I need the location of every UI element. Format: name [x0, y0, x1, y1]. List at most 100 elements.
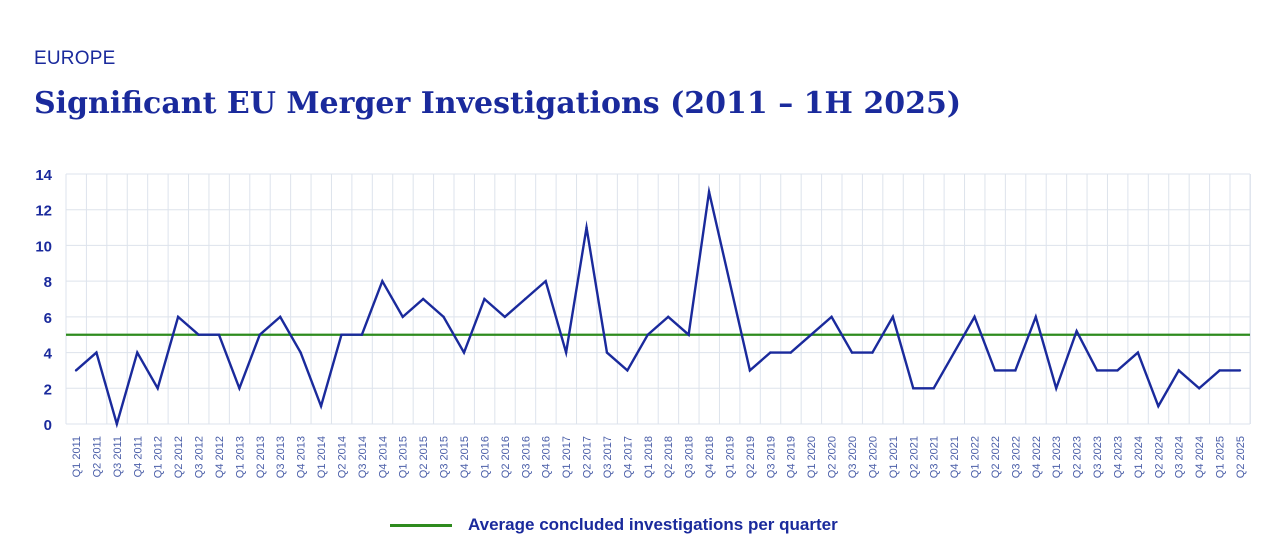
- data-point: [524, 297, 527, 301]
- x-tick-label: Q4 2020: [867, 436, 879, 478]
- x-tick-label: Q3 2020: [847, 436, 859, 478]
- x-tick-label: Q1 2018: [643, 436, 655, 478]
- data-point: [728, 279, 731, 283]
- data-point: [544, 279, 547, 283]
- data-point: [626, 369, 629, 372]
- x-tick-label: Q2 2022: [990, 436, 1002, 478]
- x-tick-label: Q2 2025: [1235, 436, 1247, 478]
- x-tick-label: Q1 2015: [398, 436, 410, 478]
- series-line: [75, 185, 1240, 429]
- data-point: [1116, 369, 1119, 372]
- x-tick-label: Q1 2016: [479, 436, 491, 478]
- data-point: [850, 351, 854, 354]
- x-tick-label: Q3 2013: [275, 436, 287, 478]
- x-tick-label: Q1 2021: [888, 436, 900, 478]
- x-tick-label: Q1 2014: [316, 436, 328, 478]
- data-point: [564, 351, 568, 354]
- x-tick-label: Q3 2014: [357, 436, 369, 478]
- data-point: [401, 315, 404, 319]
- x-tick-label: Q2 2013: [255, 436, 267, 478]
- data-point: [1055, 387, 1058, 390]
- x-tick-label: Q3 2011: [112, 436, 124, 477]
- x-tick-label: Q4 2011: [132, 436, 144, 477]
- x-tick-label: Q4 2022: [1031, 436, 1043, 478]
- data-point: [197, 333, 200, 336]
- data-point: [258, 333, 261, 336]
- y-tick-label: 8: [44, 274, 52, 291]
- x-tick-label: Q3 2022: [1010, 436, 1022, 478]
- data-point: [381, 279, 384, 283]
- data-point: [217, 333, 221, 336]
- data-point: [932, 387, 935, 390]
- data-point: [115, 422, 119, 426]
- data-point: [1075, 329, 1078, 333]
- data-point: [74, 369, 78, 372]
- x-tick-label: Q4 2024: [1194, 436, 1206, 478]
- data-point: [830, 315, 833, 319]
- data-point: [503, 315, 507, 319]
- x-tick-label: Q1 2019: [724, 436, 736, 478]
- x-tick-label: Q1 2011: [71, 436, 83, 477]
- data-point: [871, 351, 874, 354]
- x-tick-label: Q4 2012: [214, 436, 226, 478]
- data-point: [279, 315, 282, 319]
- data-point: [912, 387, 915, 390]
- y-tick-label: 2: [44, 381, 52, 398]
- data-point: [483, 297, 486, 301]
- x-tick-label: Q2 2021: [908, 436, 920, 478]
- x-tick-label: Q2 2014: [336, 436, 348, 478]
- data-point: [442, 315, 445, 319]
- x-tick-label: Q2 2020: [827, 436, 839, 478]
- data-point: [789, 351, 792, 354]
- data-point: [136, 351, 139, 354]
- data-point: [952, 351, 956, 354]
- legend-average-swatch: [390, 523, 452, 527]
- data-point: [95, 351, 98, 354]
- x-tick-label: Q4 2014: [377, 436, 389, 478]
- data-point: [605, 351, 609, 354]
- data-point: [993, 369, 997, 372]
- y-tick-label: 4: [44, 346, 53, 363]
- x-tick-label: Q4 2021: [949, 436, 961, 478]
- x-tick-label: Q1 2025: [1215, 436, 1227, 478]
- x-tick-label: Q2 2016: [500, 436, 512, 478]
- x-tick-label: Q4 2013: [296, 436, 308, 478]
- x-tick-label: Q3 2021: [929, 436, 941, 478]
- x-tick-label: Q4 2015: [459, 436, 471, 478]
- data-point: [646, 333, 649, 336]
- data-point: [973, 315, 976, 319]
- data-point: [1034, 315, 1037, 319]
- x-tick-label: Q3 2024: [1174, 436, 1186, 478]
- x-tick-label: Q2 2018: [663, 436, 675, 478]
- x-tick-label: Q1 2017: [561, 436, 573, 478]
- x-tick-label: Q1 2022: [970, 436, 982, 478]
- y-axis: 0 2 4 6 8 10 12 14: [35, 167, 52, 434]
- x-tick-label: Q4 2023: [1112, 436, 1124, 478]
- x-tick-label: Q3 2016: [520, 436, 532, 478]
- data-point: [238, 387, 241, 390]
- y-tick-label: 10: [35, 238, 52, 255]
- data-point: [319, 404, 323, 408]
- data-point: [1177, 369, 1180, 372]
- series-layer: [74, 185, 1242, 429]
- x-tick-label: Q1 2013: [234, 436, 246, 478]
- data-point: [667, 315, 670, 319]
- x-tick-label: Q1 2024: [1133, 436, 1145, 478]
- data-point: [769, 351, 772, 354]
- x-tick-label: Q2 2024: [1153, 436, 1165, 478]
- data-point: [421, 297, 425, 301]
- x-tick-label: Q3 2019: [765, 436, 777, 478]
- x-tick-label: Q4 2016: [541, 436, 553, 478]
- x-tick-label: Q1 2023: [1051, 436, 1063, 478]
- data-point: [809, 333, 813, 336]
- data-point: [1197, 387, 1201, 390]
- data-point: [340, 333, 343, 336]
- data-point: [176, 315, 180, 319]
- y-tick-label: 14: [35, 167, 52, 184]
- data-point: [1238, 369, 1242, 372]
- x-tick-label: Q2 2012: [173, 436, 185, 478]
- data-point: [891, 315, 895, 319]
- data-point: [1136, 351, 1140, 354]
- chart-title: Significant EU Merger Investigations (20…: [34, 86, 962, 121]
